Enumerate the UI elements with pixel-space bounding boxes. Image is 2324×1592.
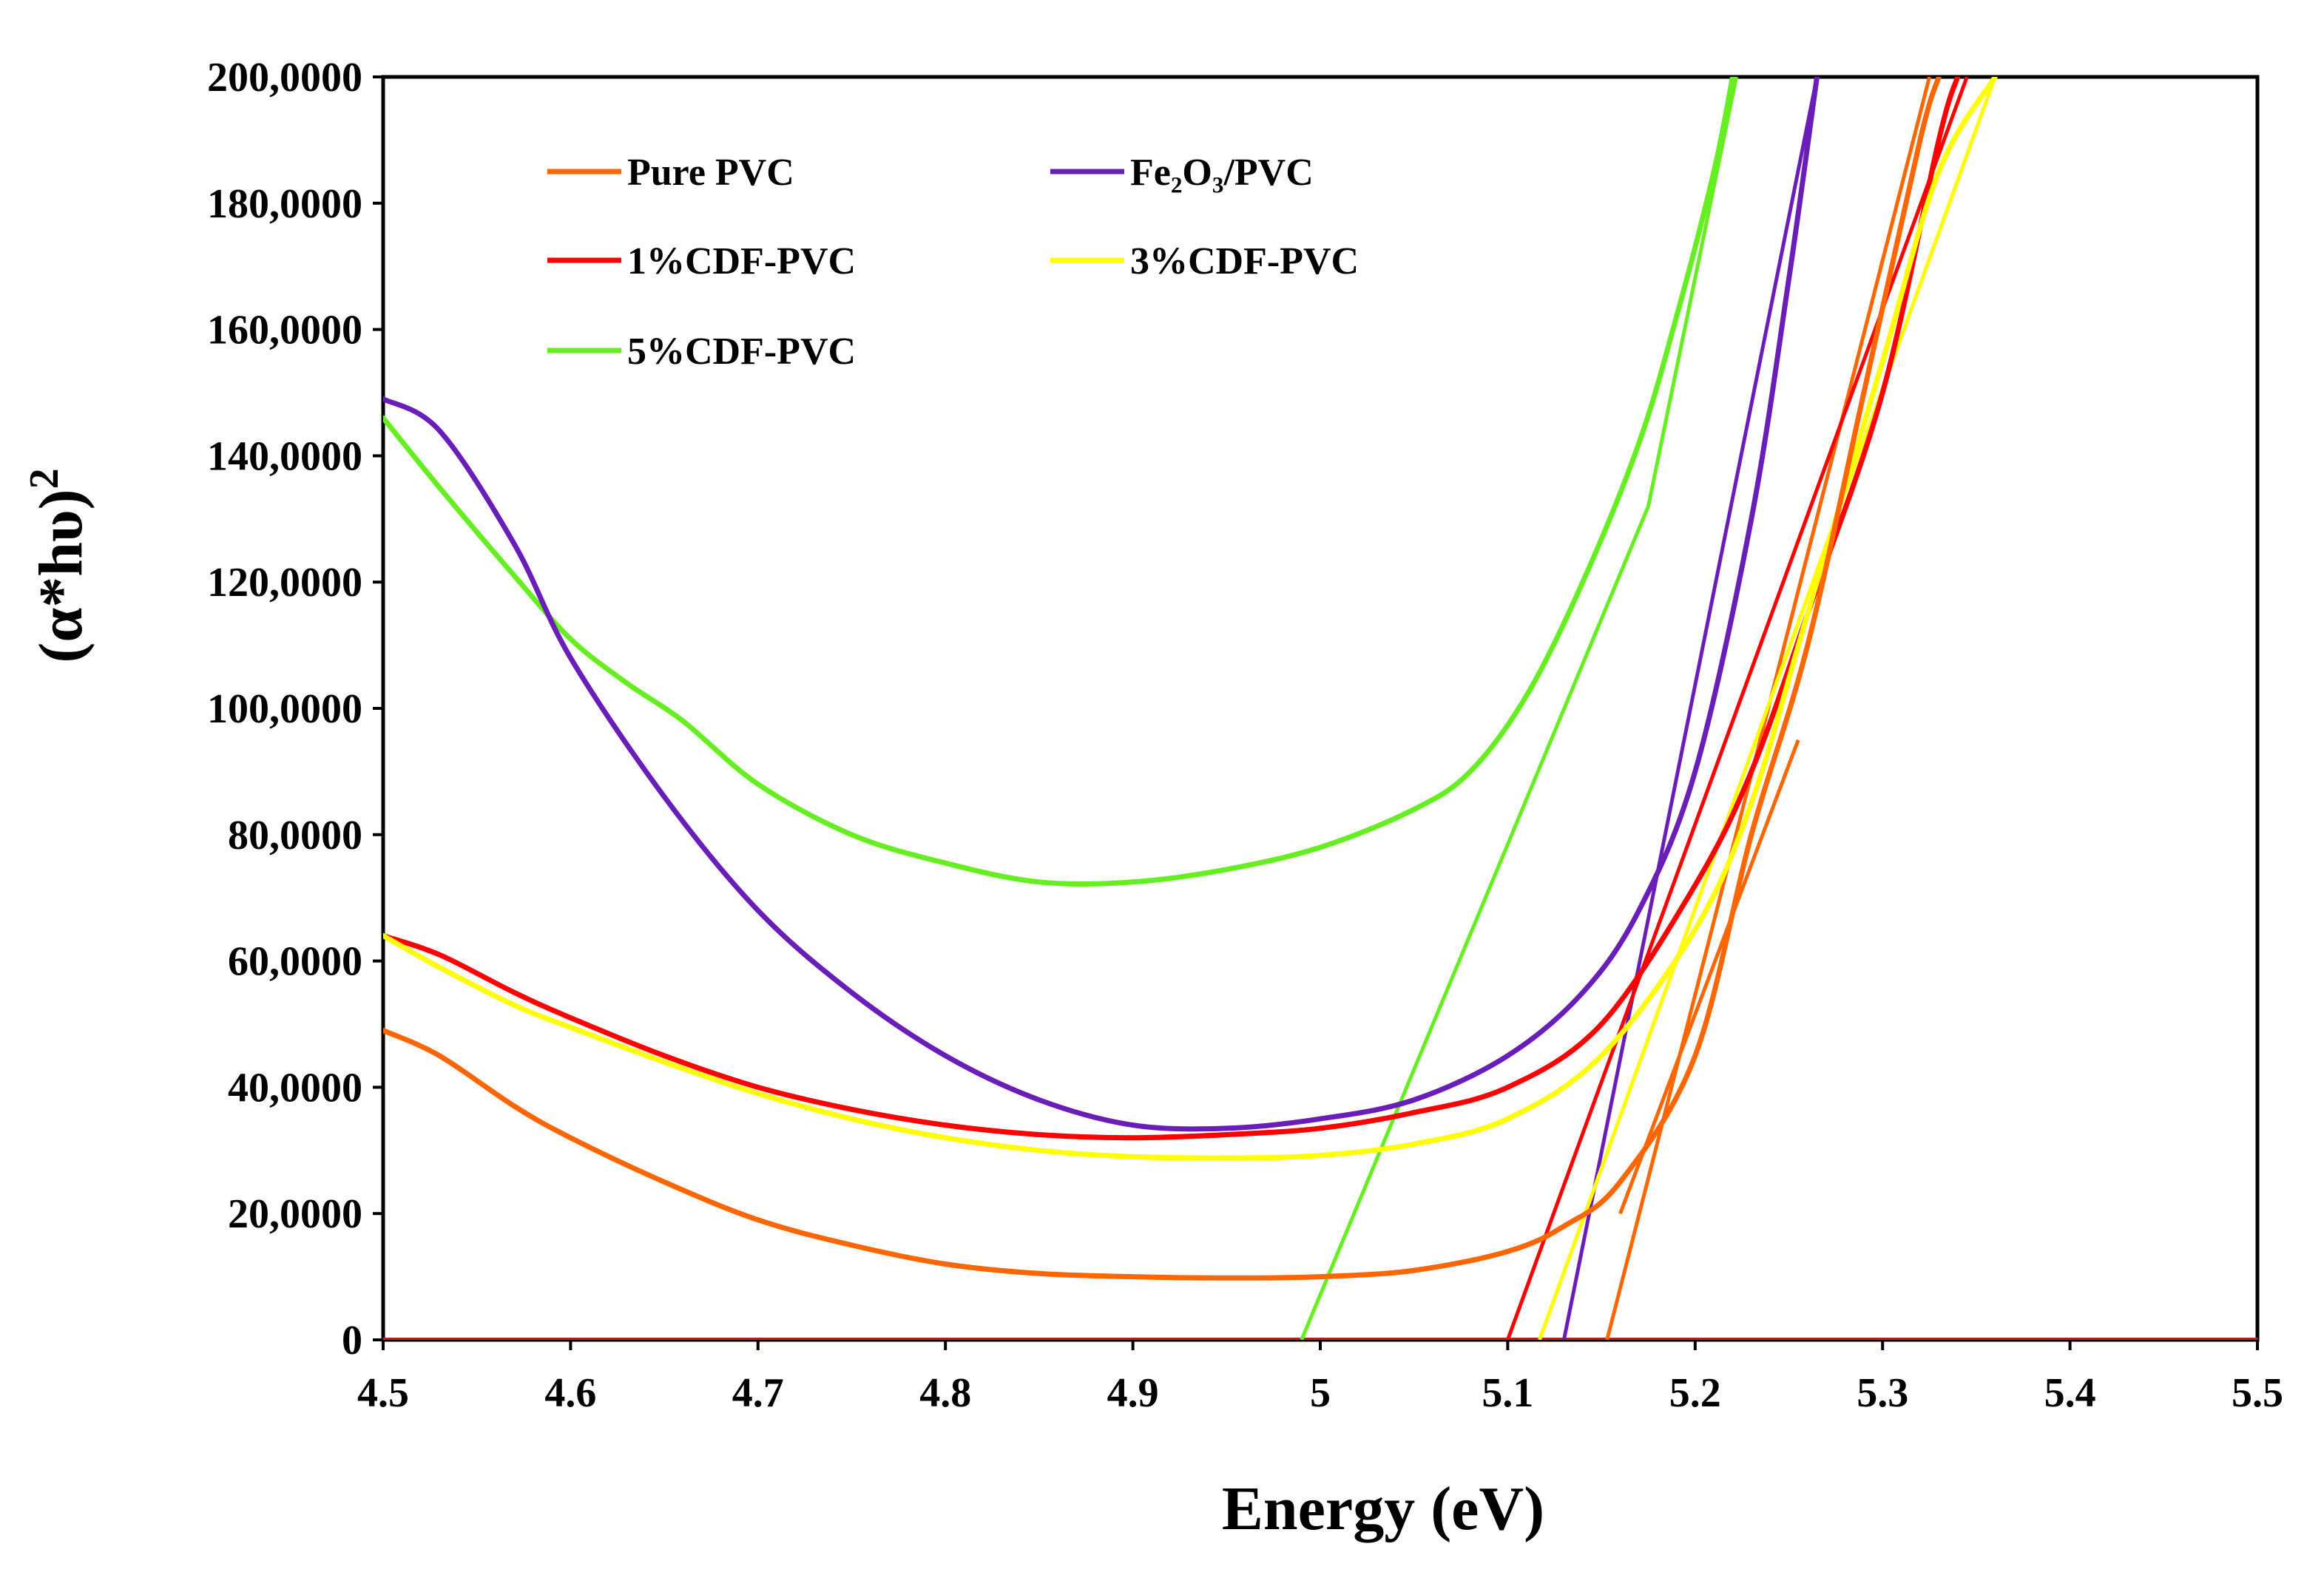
- tangent-line-5-cdf-pvc-fit: [1300, 505, 1650, 1340]
- series-line-pure-pvc: [383, 77, 1942, 1281]
- x-tick-label: 5.1: [1482, 1370, 1533, 1416]
- legend-label-1-cdf-pvc: 1%CDF-PVC: [627, 240, 856, 282]
- legend: Pure PVC Fe₂O₃/PVC 1%CDF-PVC 3%CDF-PVC 5%CDF…: [547, 152, 1359, 373]
- y-tick-label: 80,0000: [228, 813, 362, 858]
- y-tick-label: 40,0000: [228, 1065, 362, 1111]
- y-tick-label: 140,0000: [207, 433, 362, 479]
- y-tick-label: 60,0000: [228, 939, 362, 985]
- tangent-line-fe-o-pvc-fit: [1561, 77, 1819, 1340]
- x-axis-title: Energy (eV): [1222, 1474, 1544, 1543]
- y-tick-label: 20,0000: [228, 1191, 362, 1237]
- y-tick-label: 200,0000: [207, 55, 362, 101]
- legend-label-pure-pvc: Pure PVC: [627, 152, 794, 194]
- series-layer: [383, 77, 2257, 1340]
- x-tick-label: 4.8: [919, 1370, 971, 1416]
- series-line-3-cdf-pvc: [383, 77, 1998, 1161]
- series-line-fe-o-pvc: [383, 77, 1820, 1132]
- x-tick-label: 4.6: [544, 1370, 596, 1416]
- y-tick-label: 120,0000: [207, 560, 362, 606]
- x-tick-label: 5.4: [2044, 1370, 2096, 1416]
- x-tick-label: 5: [1310, 1370, 1331, 1416]
- legend-label-fe-o-pvc: Fe₂O₃/PVC: [1130, 152, 1314, 194]
- x-tick-label: 4.5: [357, 1370, 409, 1416]
- tangent-line-1-cdf-pvc-fit: [1506, 77, 1969, 1340]
- y-tick-label: 100,0000: [207, 686, 362, 732]
- y-axis-title: (α*hυ)2: [21, 468, 95, 663]
- legend-label-5-cdf-pvc: 5%CDF-PVC: [627, 331, 856, 373]
- tangent-line-3-cdf-pvc-fit: [1538, 77, 1997, 1340]
- y-axis-title-main: (α*hυ): [27, 489, 95, 663]
- y-axis-ticks: 0 20,0000 40,0000 60,0000 80,0000 100,0000 120…: [207, 55, 383, 1364]
- x-tick-label: 5.2: [1669, 1370, 1721, 1416]
- y-tick-label: 0: [342, 1318, 362, 1364]
- tangent-line-5-cdf-pvc-fit-2: [1646, 77, 1738, 507]
- legend-label-3-cdf-pvc: 3%CDF-PVC: [1130, 240, 1359, 282]
- x-tick-label: 5.5: [2232, 1370, 2283, 1416]
- x-tick-label: 4.9: [1107, 1370, 1159, 1416]
- x-tick-label: 4.7: [732, 1370, 784, 1416]
- tangent-line-pure-pvc-fit-2: [1618, 739, 1800, 1215]
- x-axis-ticks: 4.5 4.6 4.7 4.8 4.9 5 5.1 5.2 5.3 5.4 5.5: [357, 1340, 2283, 1416]
- y-tick-label: 160,0000: [207, 308, 362, 353]
- y-tick-label: 180,0000: [207, 181, 362, 227]
- y-axis-title-superscript: 2: [21, 468, 67, 489]
- series-line-5-cdf-pvc: [383, 77, 1735, 887]
- x-tick-label: 5.3: [1857, 1370, 1908, 1416]
